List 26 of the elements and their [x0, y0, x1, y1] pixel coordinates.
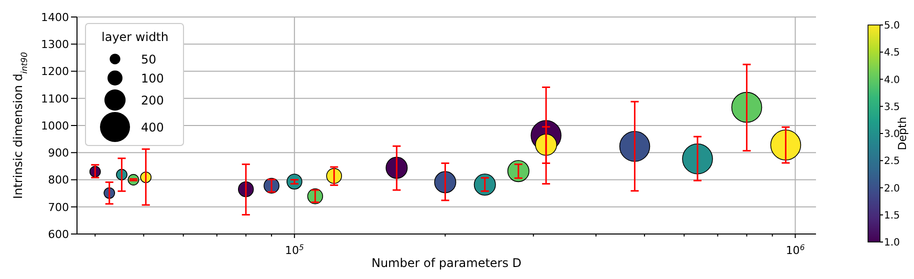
y-tick-label: 700 [48, 200, 69, 214]
y-tick-label: 600 [48, 228, 69, 241]
legend-label: 50 [141, 52, 156, 66]
color-bar-label: 3.5 [884, 102, 900, 113]
y-tick-label: 800 [48, 174, 69, 187]
color-bar-label: 4.0 [884, 74, 900, 86]
legend-label: 400 [141, 120, 164, 134]
color-bar-label: 5.0 [884, 20, 900, 32]
x-tick-label: 10$^{5}$ [284, 242, 304, 257]
x-tick-label: 10$^{6}$ [786, 242, 805, 257]
y-tick-label: 1300 [41, 38, 69, 52]
y-tick-label: 900 [48, 146, 69, 160]
color-bar-label: 4.5 [884, 48, 900, 59]
color-bar-label: 2.5 [884, 156, 900, 168]
color-bar-label: 2.0 [884, 183, 900, 194]
legend-label: 200 [141, 94, 164, 108]
legend-title: layer width [102, 30, 168, 44]
color-bar-label: 3.0 [884, 129, 900, 140]
y-tick-label: 1100 [41, 92, 69, 106]
y-tick-label: 1200 [41, 65, 69, 78]
color-bar-label: 1.5 [884, 210, 900, 222]
color-bar-label: 1.0 [884, 238, 900, 248]
x-axis-title: Number of parameters D [371, 256, 522, 270]
legend-label: 100 [141, 72, 164, 86]
y-tick-label: 1400 [41, 10, 69, 24]
y-tick-label: 1000 [41, 119, 69, 132]
